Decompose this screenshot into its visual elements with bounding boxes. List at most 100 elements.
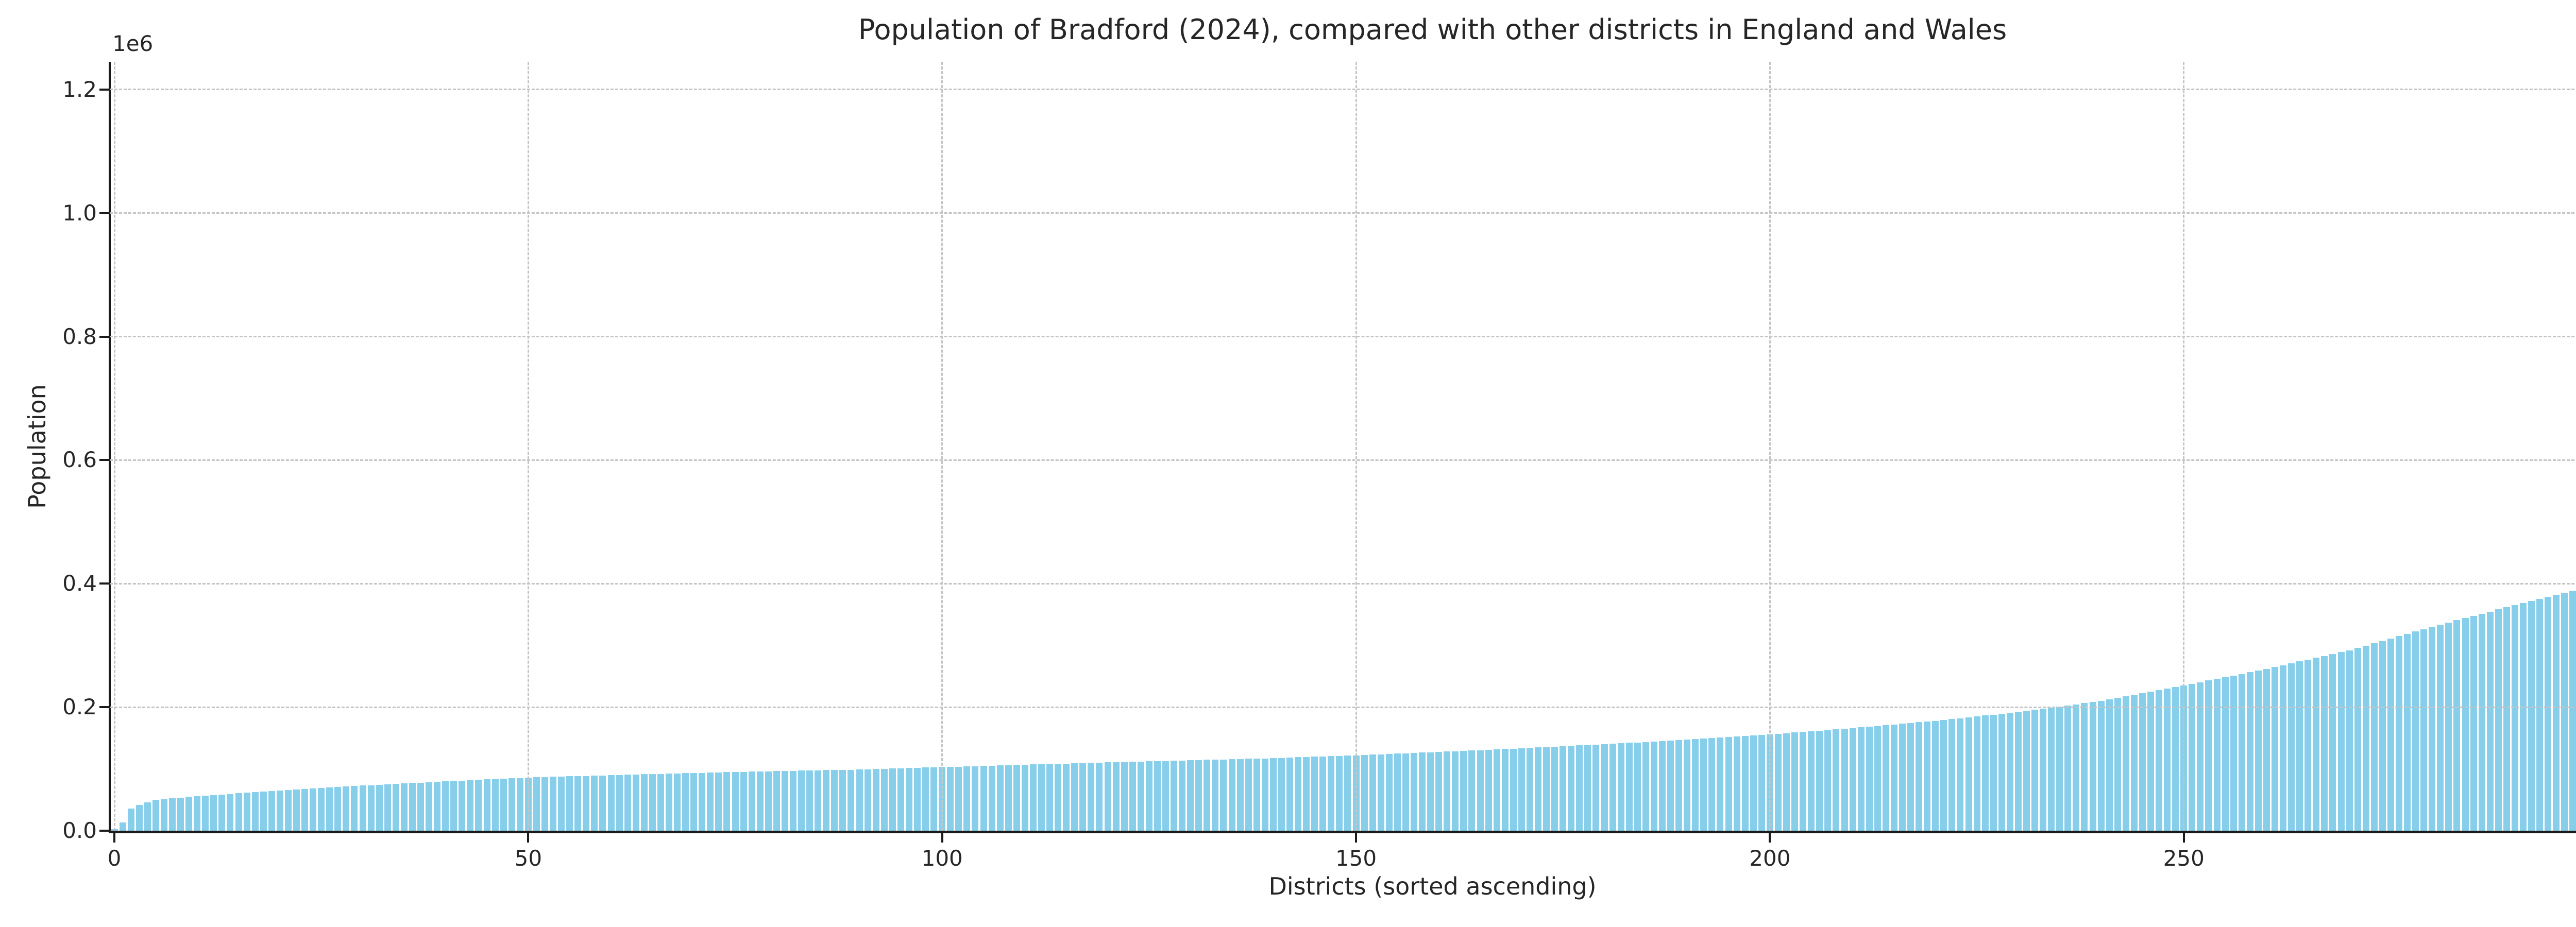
bar <box>2122 696 2129 831</box>
bar <box>1932 721 1939 831</box>
bar <box>2486 612 2494 831</box>
bar <box>1882 725 1889 831</box>
bar <box>1617 743 1624 831</box>
bar <box>1112 762 1120 831</box>
bar <box>2172 687 2179 831</box>
bar <box>376 785 383 831</box>
bar <box>1750 735 1757 831</box>
bar <box>707 772 714 831</box>
bar <box>227 794 234 831</box>
gridline-horizontal <box>110 212 2576 214</box>
bar <box>1427 752 1434 831</box>
bar <box>2519 603 2527 831</box>
bar <box>119 822 126 831</box>
bar <box>2395 636 2402 831</box>
bar <box>972 766 979 831</box>
bar <box>1568 746 1575 831</box>
bar <box>1344 756 1351 831</box>
bar <box>2337 652 2345 831</box>
bar <box>2412 631 2419 831</box>
bar <box>276 791 283 831</box>
bar <box>1650 742 1657 831</box>
bar <box>1700 739 1707 831</box>
bar <box>1419 752 1426 831</box>
bar <box>1220 760 1227 831</box>
bar <box>1708 738 1716 831</box>
bar <box>649 774 656 831</box>
bar <box>2205 680 2212 831</box>
bar <box>1857 727 1865 831</box>
y-tick-label: 1.2 <box>62 76 97 102</box>
bar <box>1493 749 1500 831</box>
bar <box>1625 743 1633 831</box>
bar <box>1948 719 1956 831</box>
bar <box>1245 759 1252 831</box>
bar <box>1137 762 1144 831</box>
bar <box>2495 609 2502 831</box>
bar <box>1171 761 1178 831</box>
bar <box>591 776 598 831</box>
bar <box>1477 750 1484 831</box>
gridline-horizontal <box>110 336 2576 338</box>
bar <box>856 769 863 831</box>
bar <box>1609 744 1616 831</box>
bar <box>1055 764 1062 831</box>
bar <box>1104 762 1111 831</box>
y-tick-mark <box>99 706 110 709</box>
bar <box>2156 690 2163 831</box>
bar <box>748 771 755 831</box>
bar <box>1501 749 1509 831</box>
gridline-vertical <box>113 62 115 831</box>
bar <box>558 777 565 831</box>
bar <box>1179 761 1186 831</box>
bar <box>1253 759 1260 831</box>
bar <box>1659 741 1666 831</box>
bar <box>640 774 648 831</box>
bar <box>674 774 681 831</box>
bar <box>2362 646 2369 831</box>
bar <box>1063 764 1070 831</box>
bar <box>1535 747 1542 831</box>
y-tick-label: 0.4 <box>62 571 97 596</box>
bradford-annotation-value: 563,605 <box>2535 445 2576 486</box>
bar <box>740 772 747 831</box>
bar <box>1046 764 1054 831</box>
bar <box>310 788 317 831</box>
bar <box>657 774 664 831</box>
bar <box>2437 625 2444 831</box>
bar <box>2164 689 2171 831</box>
bar <box>1957 718 1964 831</box>
bar <box>2130 695 2138 831</box>
bar <box>1601 744 1608 831</box>
bar <box>839 770 846 831</box>
bar <box>2387 639 2394 831</box>
x-tick-mark <box>113 833 115 843</box>
bar <box>1866 727 1873 831</box>
bar <box>1916 722 1923 831</box>
bar <box>1079 763 1087 831</box>
chart-title: Population of Bradford (2024), compared … <box>858 13 2007 46</box>
y-tick-mark <box>99 88 110 91</box>
bar <box>417 783 424 831</box>
bar <box>2313 658 2320 831</box>
bar <box>1295 757 1302 831</box>
gridline-vertical <box>1769 62 1771 831</box>
bar <box>1998 714 2005 831</box>
bar <box>1286 758 1293 831</box>
bar <box>500 779 507 831</box>
bar <box>715 772 722 831</box>
bar <box>202 796 209 831</box>
y-tick-label: 0.6 <box>62 447 97 473</box>
bar <box>1162 761 1169 831</box>
bar <box>1560 746 1567 831</box>
bar <box>2271 667 2278 831</box>
bar <box>434 782 441 831</box>
bar <box>1228 759 1235 831</box>
bar <box>2429 627 2436 831</box>
bar <box>1907 723 1914 831</box>
bar <box>1269 758 1277 831</box>
bar <box>1526 748 1533 831</box>
bar <box>1783 733 1790 831</box>
bar <box>1411 753 1418 831</box>
